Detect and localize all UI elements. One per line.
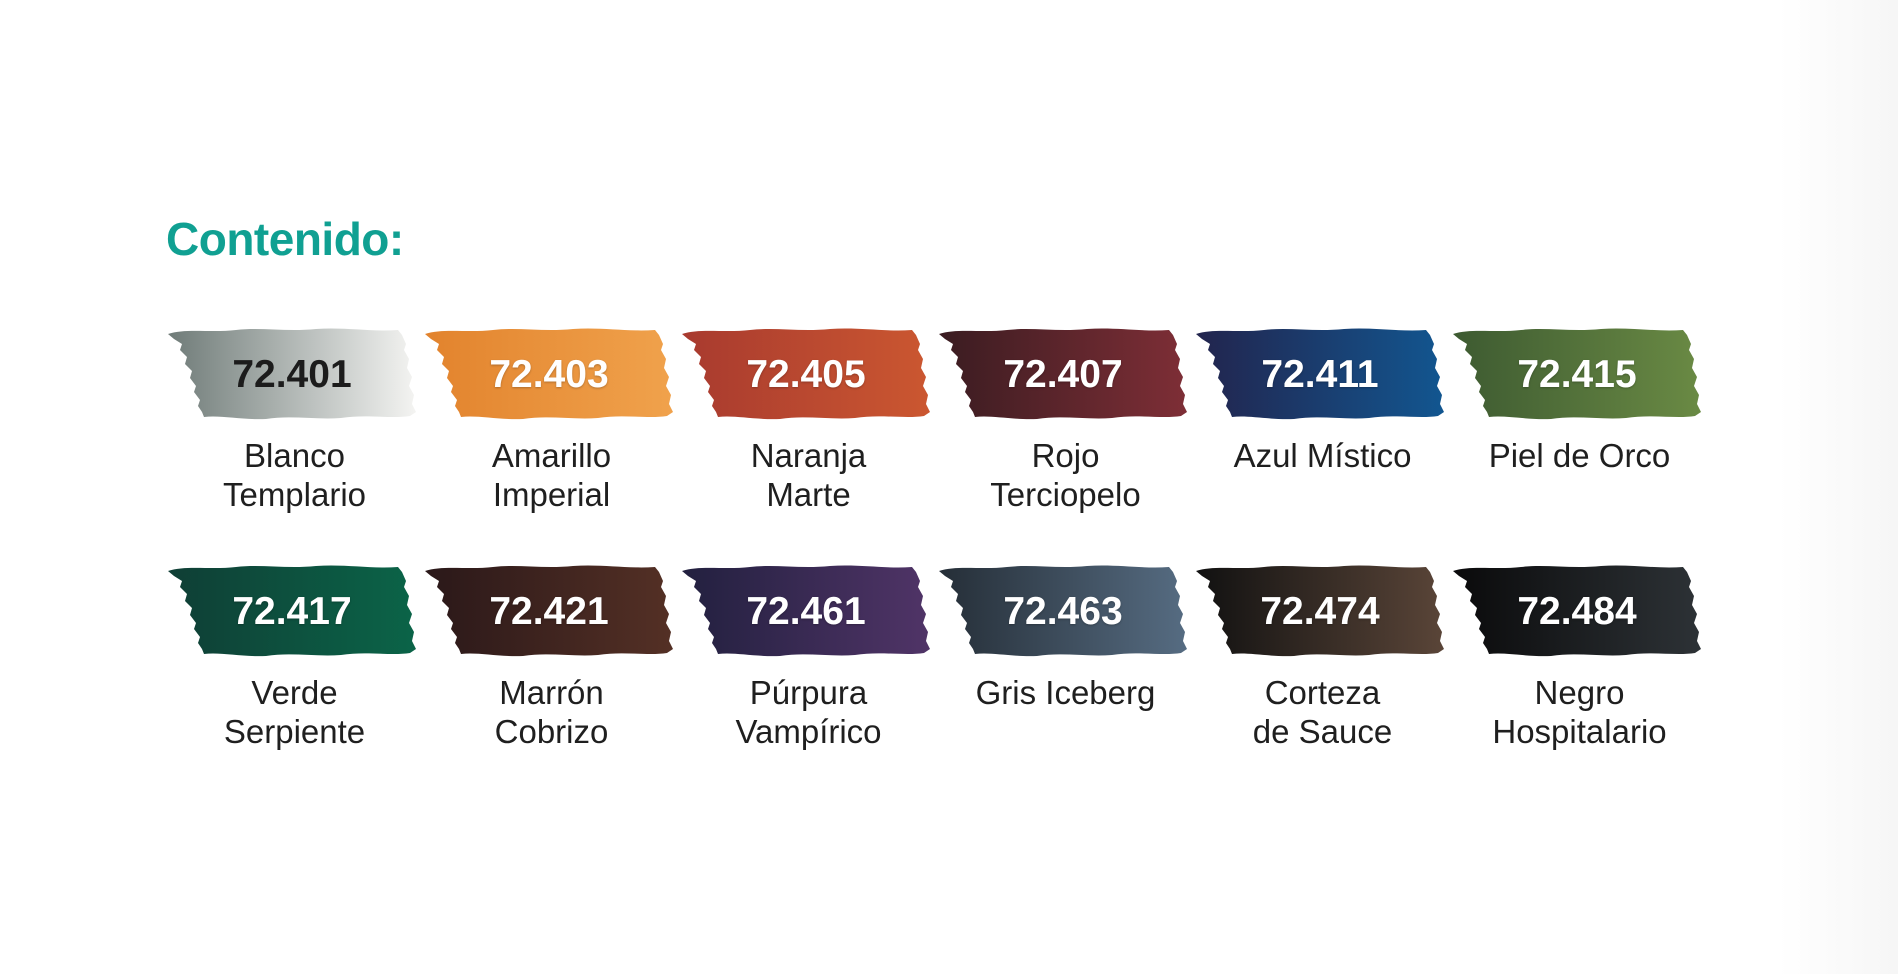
paint-swatch: 72.463 (937, 563, 1189, 657)
paint-name: Azul Místico (1233, 437, 1412, 474)
paint-name: Negro Hospitalario (1492, 674, 1667, 750)
paint-card: 72.417 Verde Serpiente (166, 563, 423, 800)
paint-card: 72.401 Blanco Templario (166, 326, 423, 563)
brush-stroke-shape (425, 328, 673, 420)
paint-swatch: 72.405 (680, 326, 932, 420)
paint-swatch: 72.484 (1451, 563, 1703, 657)
paint-swatch: 72.421 (423, 563, 675, 657)
paint-card: 72.484 Negro Hospitalario (1451, 563, 1708, 800)
brush-stroke (425, 328, 673, 420)
paint-code: 72.403 (489, 353, 609, 396)
paint-code: 72.474 (1260, 590, 1380, 633)
brush-stroke (425, 565, 673, 657)
brush-stroke (939, 565, 1187, 657)
paint-name: Rojo Terciopelo (990, 437, 1141, 513)
brush-stroke (1453, 328, 1701, 420)
brush-stroke-shape (168, 565, 416, 657)
paint-swatch: 72.415 (1451, 326, 1703, 420)
paint-grid: 72.401 Blanco Templario 72.403 Amarillo … (166, 326, 1708, 800)
brush-stroke-shape (1196, 328, 1444, 420)
brush-stroke-shape (682, 565, 930, 657)
brush-stroke-shape (1453, 565, 1701, 657)
brush-stroke (168, 565, 416, 657)
paint-swatch: 72.417 (166, 563, 418, 657)
brush-stroke-shape (939, 328, 1187, 420)
paint-code: 72.463 (1003, 590, 1123, 633)
paint-name: Amarillo Imperial (491, 437, 612, 513)
paint-code: 72.401 (232, 353, 352, 396)
brush-stroke-shape (425, 565, 673, 657)
paint-card: 72.421 Marrón Cobrizo (423, 563, 680, 800)
paint-card: 72.403 Amarillo Imperial (423, 326, 680, 563)
paint-swatch: 72.403 (423, 326, 675, 420)
paint-name: Gris Iceberg (975, 674, 1156, 711)
paint-swatch: 72.474 (1194, 563, 1446, 657)
paint-name: Verde Serpiente (223, 674, 366, 750)
paint-card: 72.405 Naranja Marte (680, 326, 937, 563)
paint-code: 72.405 (746, 353, 866, 396)
paint-code: 72.415 (1517, 353, 1637, 396)
paint-name: Blanco Templario (222, 437, 367, 513)
paint-swatch: 72.411 (1194, 326, 1446, 420)
paint-name: Púrpura Vampírico (735, 674, 882, 750)
page-edge-shade (1778, 0, 1898, 974)
paint-code: 72.417 (232, 590, 352, 633)
paint-swatch: 72.461 (680, 563, 932, 657)
paint-card: 72.461 Púrpura Vampírico (680, 563, 937, 800)
paint-name: Corteza de Sauce (1252, 674, 1393, 750)
paint-name: Marrón Cobrizo (494, 674, 609, 750)
paint-card: 72.411 Azul Místico (1194, 326, 1451, 563)
brush-stroke (168, 328, 416, 420)
brush-stroke-shape (1196, 565, 1444, 657)
paint-code: 72.411 (1261, 353, 1379, 396)
paint-card: 72.415 Piel de Orco (1451, 326, 1708, 563)
brush-stroke (1453, 565, 1701, 657)
paint-code: 72.407 (1003, 353, 1123, 396)
brush-stroke-shape (168, 328, 416, 420)
paint-name: Naranja Marte (750, 437, 867, 513)
brush-stroke-shape (682, 328, 930, 420)
brush-stroke-shape (1453, 328, 1701, 420)
paint-swatch: 72.401 (166, 326, 418, 420)
paint-code: 72.461 (746, 590, 866, 633)
paint-code: 72.421 (489, 590, 609, 633)
brush-stroke (682, 565, 930, 657)
brush-stroke (939, 328, 1187, 420)
brush-stroke (1196, 328, 1444, 420)
brush-stroke (682, 328, 930, 420)
paint-swatch: 72.407 (937, 326, 1189, 420)
page-title: Contenido: (166, 213, 404, 265)
brush-stroke-shape (939, 565, 1187, 657)
paint-card: 72.407 Rojo Terciopelo (937, 326, 1194, 563)
paint-code: 72.484 (1517, 590, 1637, 633)
brush-stroke (1196, 565, 1444, 657)
paint-name: Piel de Orco (1488, 437, 1671, 474)
paint-card: 72.474 Corteza de Sauce (1194, 563, 1451, 800)
paint-card: 72.463 Gris Iceberg (937, 563, 1194, 800)
